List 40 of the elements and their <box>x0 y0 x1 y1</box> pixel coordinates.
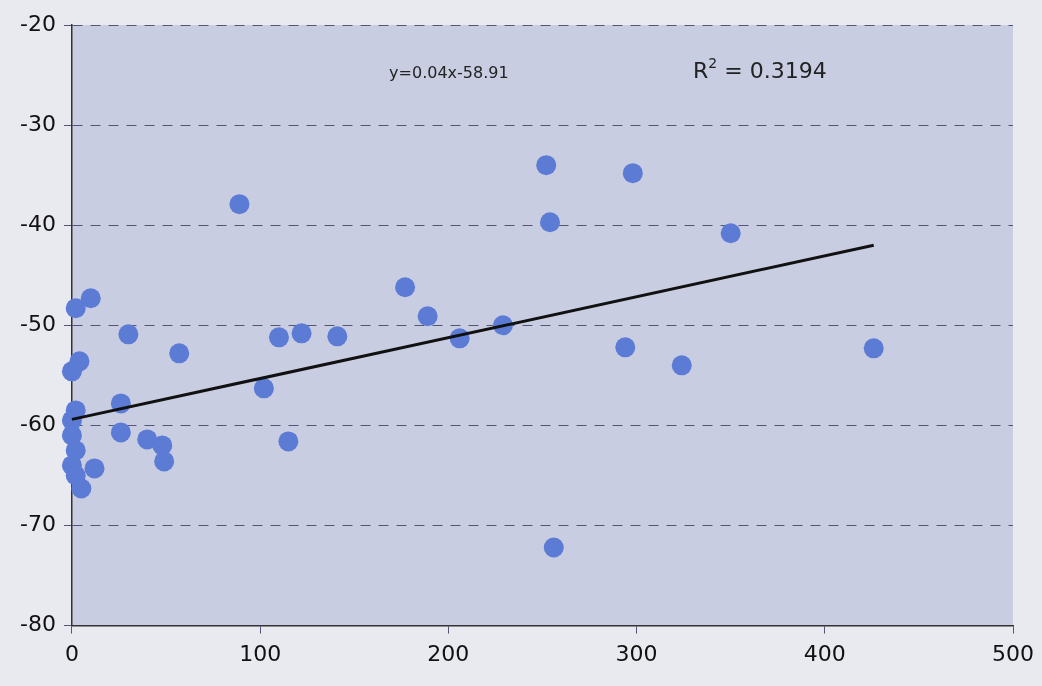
x-tick-label: 400 <box>803 640 846 666</box>
y-tick-label: -30 <box>20 110 56 136</box>
point <box>327 326 348 347</box>
point <box>536 155 557 176</box>
point <box>71 478 92 499</box>
x-tick-label: 100 <box>239 640 282 666</box>
point <box>671 355 692 376</box>
y-tick-label: -20 <box>20 10 56 36</box>
x-tick-label: 300 <box>615 640 658 666</box>
point <box>863 338 884 359</box>
point <box>118 324 139 345</box>
x-tick-label: 200 <box>427 640 470 666</box>
point <box>417 306 438 327</box>
point <box>84 458 105 479</box>
point <box>80 288 101 309</box>
point <box>169 343 190 364</box>
point <box>720 223 741 244</box>
point <box>65 298 86 319</box>
y-tick-label: -70 <box>20 511 56 537</box>
point <box>154 451 175 472</box>
point <box>615 337 636 358</box>
point <box>540 212 560 233</box>
y-tick-label: -50 <box>20 311 56 337</box>
annotation: y=0.04x-58.91 <box>389 63 509 82</box>
point <box>278 431 299 452</box>
x-tick-label: 500 <box>992 640 1034 666</box>
point <box>229 194 250 215</box>
point <box>291 323 312 344</box>
x-tick-label: 0 <box>64 640 79 666</box>
point <box>622 163 643 184</box>
point <box>268 327 289 348</box>
y-tick-label: -80 <box>20 611 56 637</box>
point <box>110 422 131 443</box>
point <box>543 537 564 558</box>
point <box>69 351 90 372</box>
point <box>61 425 82 446</box>
point <box>253 378 274 399</box>
y-tick-label: -40 <box>20 210 56 236</box>
point <box>395 277 416 298</box>
y-tick-label: -60 <box>20 411 56 437</box>
